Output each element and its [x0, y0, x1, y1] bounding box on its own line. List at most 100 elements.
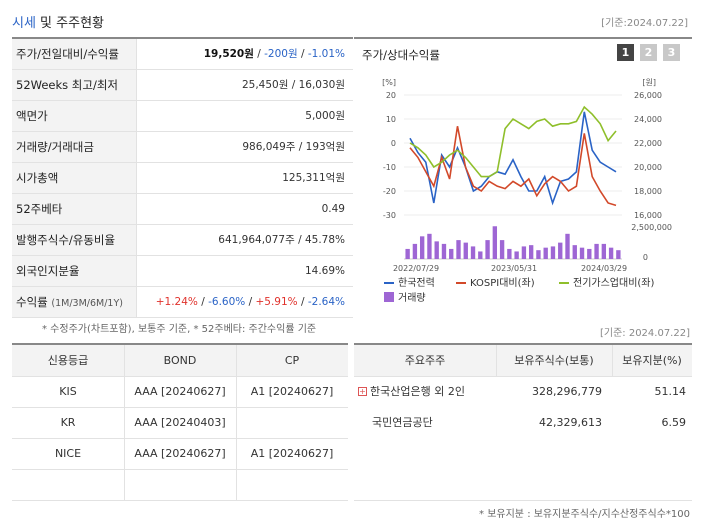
volume-bar [449, 248, 454, 259]
header-cell: 주요주주 [404, 354, 446, 367]
volume-bar [412, 243, 418, 259]
agency-cell: KIS [59, 385, 77, 398]
y-tick-label: 0 [391, 139, 396, 148]
volume-bar [572, 245, 577, 259]
row-label: 주가/전일대비/수익률 [12, 39, 137, 69]
title-prefix: 시세 [12, 16, 36, 31]
volume-bar [565, 233, 570, 259]
chart-tab-1[interactable]: 1 [617, 44, 634, 61]
volume-bar [521, 246, 527, 259]
pct-cell: 51.14 [654, 385, 687, 398]
return-1y: -2.64% [307, 296, 345, 308]
row-label: 액면가 [12, 101, 137, 131]
volume-bar [579, 247, 585, 259]
volume-bar [419, 236, 425, 259]
series-line [409, 105, 617, 178]
volume-bar [594, 243, 599, 259]
divider [12, 407, 348, 408]
left-axis-unit: [%] [382, 78, 396, 87]
bond-cell: AAA [20240403] [134, 416, 226, 429]
volume-bar [543, 247, 548, 259]
divider [354, 500, 692, 501]
holders-footnote: * 보유지분 : 보유지분주식수/지수산정주식수*100 [479, 509, 690, 520]
row-label: 발행주식수/유동비율 [12, 225, 137, 255]
volume-bar [616, 250, 621, 259]
x-tick-label: 2023/05/31 [491, 264, 537, 273]
legend-label: KOSPI대비(좌) [470, 277, 535, 289]
right-axis-unit: [원] [642, 78, 656, 87]
table-row: 액면가 5,000원 [12, 101, 353, 132]
legend-label: 거래량 [398, 292, 426, 304]
base-date: [기준:2024.07.22] [601, 18, 688, 29]
volume-bar [456, 240, 461, 259]
volume-bar [485, 240, 490, 259]
table-row: 발행주식수/유동비율 641,964,077주 / 45.78% [12, 225, 353, 256]
y-tick-label: 20 [386, 91, 396, 100]
table-row: 주가/전일대비/수익률 19,520원 / -200원 / -1.01% [12, 39, 353, 70]
row-value: 19,520원 / -200원 / -1.01% [203, 48, 345, 60]
table-header [354, 345, 692, 376]
price-change-rate: -1.01% [307, 48, 345, 60]
y2-tick-label: 20,000 [634, 163, 662, 172]
volume-bar [441, 243, 447, 259]
table-row: 52주베타 0.49 [12, 194, 353, 225]
divider [354, 376, 692, 377]
row-value: 0.49 [321, 203, 345, 215]
row-value: +1.24% / -6.60% / +5.91% / -2.64% [155, 296, 345, 308]
row-label-main: 수익률 [16, 295, 48, 309]
legend-label: 전기가스업대비(좌) [573, 276, 655, 289]
pct-cell: 6.59 [661, 416, 687, 429]
volume-tick-label: 2,500,000 [631, 223, 672, 232]
holder-name-cell[interactable]: + 한국산업은행 외 2인 [358, 376, 496, 407]
shareholders-table: 주요주주 보유주식수(보통) 보유지분(%) + 한국산업은행 외 2인 328,… [354, 343, 692, 501]
cp-cell: A1 [20240627] [250, 385, 334, 398]
return-6m: +5.91% [255, 296, 298, 308]
table-row: 시가총액 125,311억원 [12, 163, 353, 194]
header-cell: 신용등급 [47, 354, 89, 367]
chart-tab-3[interactable]: 3 [663, 44, 680, 61]
row-label: 시가총액 [12, 163, 137, 193]
row-label-sub: (1M/3M/6M/1Y) [51, 298, 123, 309]
volume-bar [587, 248, 592, 259]
y2-tick-label: 24,000 [634, 115, 662, 124]
y2-tick-label: 18,000 [634, 187, 662, 196]
volume-bar [507, 248, 512, 259]
x-tick-label: 2022/07/29 [393, 264, 439, 273]
row-value: 641,964,077주 / 45.78% [218, 234, 345, 246]
legend-label: 한국전력 [398, 277, 435, 289]
y-tick-label: -20 [383, 187, 396, 196]
chart-title: 주가/상대수익률 [362, 48, 440, 62]
row-label: 수익률 (1M/3M/6M/1Y) [12, 287, 137, 317]
holder-name: 한국산업은행 외 2인 [370, 385, 465, 398]
chart-tab-2[interactable]: 2 [640, 44, 657, 61]
table-header [12, 345, 348, 376]
volume-bar [514, 251, 519, 259]
divider [496, 345, 497, 376]
table-row: 수익률 (1M/3M/6M/1Y) +1.24% / -6.60% / +5.9… [12, 287, 353, 318]
row-value: 14.69% [304, 265, 345, 277]
volume-bar [558, 242, 563, 259]
x-tick-label: 2024/03/29 [581, 264, 627, 273]
volume-bar [463, 242, 468, 259]
row-label: 외국인지분율 [12, 256, 137, 286]
header-cell: 보유주식수(보통) [514, 354, 594, 367]
volume-bar [608, 247, 614, 259]
header-cell: 보유지분(%) [622, 354, 682, 367]
volume-bar [528, 245, 534, 259]
legend-swatch [384, 292, 394, 302]
bond-cell: AAA [20240627] [134, 385, 226, 398]
row-label: 거래량/거래대금 [12, 132, 137, 162]
holders-base-date: [기준: 2024.07.22] [599, 328, 690, 339]
table-row: 52Weeks 최고/최저 25,450원 / 16,030원 [12, 70, 353, 101]
cp-cell: A1 [20240627] [250, 447, 334, 460]
series-line [409, 126, 617, 207]
divider [12, 500, 348, 501]
expand-plus-icon[interactable]: + [358, 387, 367, 396]
row-value: 5,000원 [305, 110, 345, 122]
return-1m: +1.24% [155, 296, 198, 308]
y2-tick-label: 16,000 [634, 211, 662, 220]
y2-tick-label: 22,000 [634, 139, 662, 148]
volume-bar [492, 226, 498, 259]
title-suffix: 및 주주현황 [35, 16, 104, 31]
